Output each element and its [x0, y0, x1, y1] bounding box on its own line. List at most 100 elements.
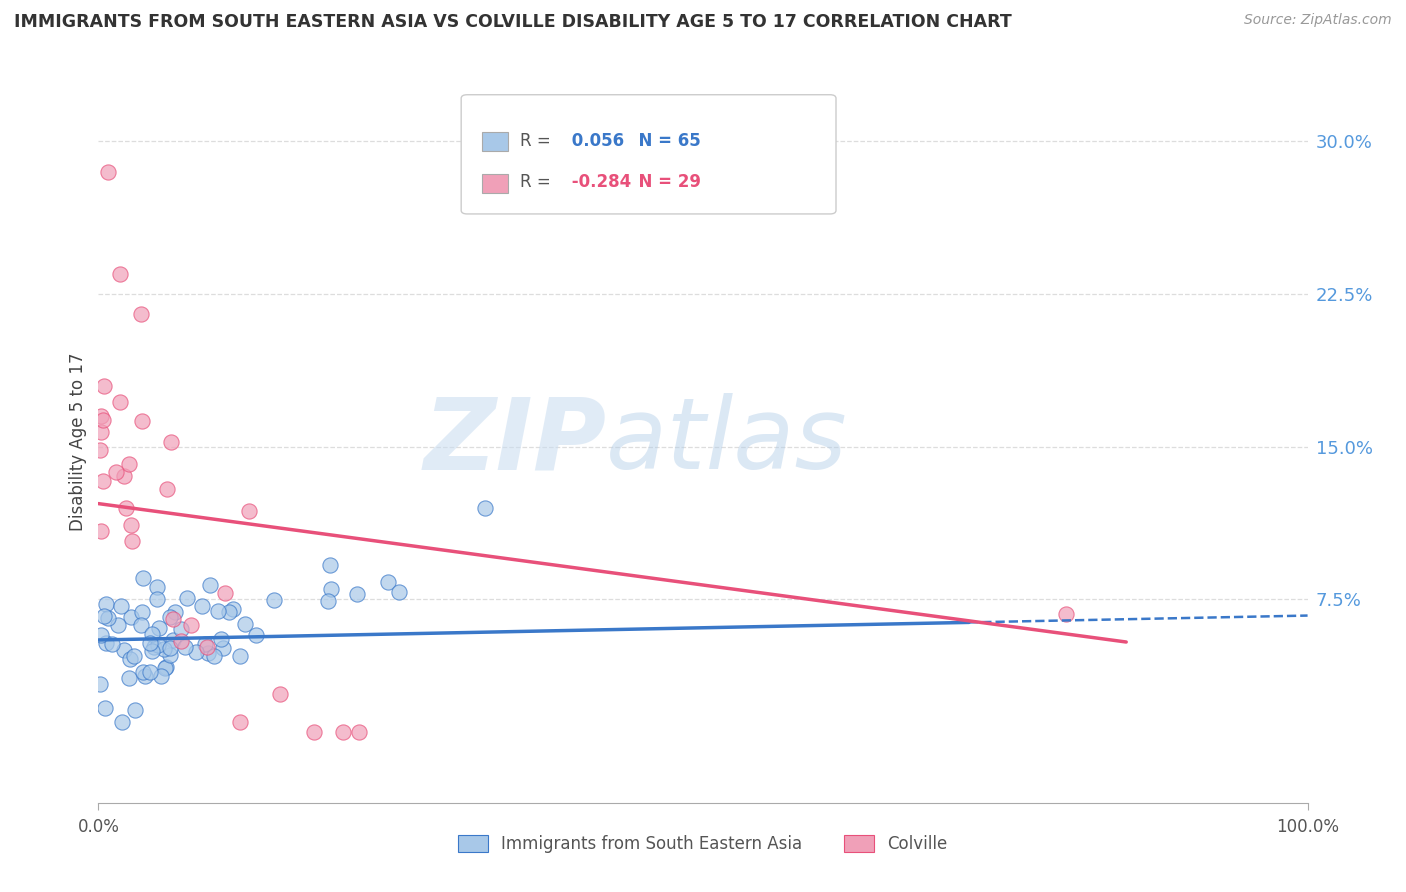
Point [120, 518, 142, 533]
Text: IMMIGRANTS FROM SOUTH EASTERN ASIA VS COLVILLE DISABILITY AGE 5 TO 17 CORRELATIO: IMMIGRANTS FROM SOUTH EASTERN ASIA VS CO… [14, 13, 1012, 31]
Point [97, 611, 120, 625]
Point [218, 605, 240, 619]
Point [118, 671, 141, 685]
Point [169, 622, 191, 636]
Point [155, 482, 177, 496]
Point [112, 643, 135, 657]
Point [148, 621, 170, 635]
Point [112, 468, 135, 483]
Point [139, 665, 162, 680]
Text: N = 29: N = 29 [627, 173, 700, 192]
Point [377, 574, 399, 589]
Text: atlas: atlas [606, 393, 848, 490]
Point [211, 640, 233, 655]
Point [90, 524, 112, 538]
Point [155, 661, 177, 675]
Point [90, 627, 112, 641]
Text: ZIP: ZIP [423, 393, 606, 490]
Point [141, 627, 163, 641]
Point [146, 638, 169, 652]
Point [191, 599, 214, 614]
Point [159, 641, 181, 656]
Point [228, 714, 250, 729]
Point [124, 704, 146, 718]
Point [150, 669, 173, 683]
Point [346, 587, 368, 601]
Y-axis label: Disability Age 5 to 17: Disability Age 5 to 17 [69, 352, 87, 531]
Point [162, 612, 184, 626]
Point [141, 643, 163, 657]
Point [94, 636, 117, 650]
Point [122, 649, 145, 664]
Point [388, 585, 411, 599]
Point [121, 534, 143, 549]
Point [97, 165, 120, 179]
Point [145, 581, 167, 595]
Point [159, 610, 181, 624]
Point [174, 640, 197, 655]
FancyBboxPatch shape [482, 132, 509, 152]
Point [134, 669, 156, 683]
Point [170, 634, 193, 648]
Point [304, 724, 326, 739]
Point [207, 603, 229, 617]
Point [316, 593, 339, 607]
Text: Source: ZipAtlas.com: Source: ZipAtlas.com [1244, 13, 1392, 28]
Point [105, 465, 128, 479]
Text: R =: R = [520, 173, 551, 192]
Point [263, 592, 285, 607]
Point [233, 617, 256, 632]
Point [91, 475, 114, 489]
Point [159, 648, 181, 662]
Point [93, 608, 115, 623]
Point [90, 409, 112, 423]
Point [184, 645, 207, 659]
Point [90, 425, 112, 440]
Point [229, 648, 252, 663]
Point [180, 618, 202, 632]
Point [238, 504, 260, 518]
Legend: Immigrants from South Eastern Asia, Colville: Immigrants from South Eastern Asia, Colv… [451, 828, 955, 860]
Point [221, 602, 243, 616]
Point [195, 640, 218, 654]
Point [1054, 607, 1077, 621]
Point [332, 724, 354, 739]
Point [474, 500, 496, 515]
Point [129, 307, 152, 321]
Point [94, 597, 117, 611]
Point [107, 618, 129, 632]
Point [155, 660, 177, 674]
Point [269, 687, 291, 701]
Text: N = 65: N = 65 [627, 132, 700, 150]
Text: R =: R = [520, 132, 551, 150]
Point [131, 605, 153, 619]
Point [209, 632, 232, 646]
Point [129, 618, 152, 632]
Point [197, 646, 219, 660]
Point [120, 610, 142, 624]
Point [111, 714, 134, 729]
Point [101, 637, 124, 651]
Point [245, 628, 267, 642]
Point [131, 414, 153, 428]
FancyBboxPatch shape [482, 174, 509, 193]
Point [176, 591, 198, 605]
Point [118, 651, 141, 665]
Point [91, 412, 114, 426]
Point [349, 724, 371, 739]
Text: 0.056: 0.056 [567, 132, 624, 150]
Point [165, 605, 187, 619]
Point [159, 435, 181, 450]
Point [145, 591, 167, 606]
Point [94, 701, 117, 715]
Point [152, 641, 174, 656]
Point [132, 665, 155, 680]
Point [93, 378, 115, 392]
Point [162, 632, 184, 647]
Point [202, 648, 225, 663]
Point [139, 636, 162, 650]
Point [143, 640, 166, 654]
Text: -0.284: -0.284 [567, 173, 631, 192]
Point [194, 637, 217, 651]
Point [108, 267, 131, 281]
